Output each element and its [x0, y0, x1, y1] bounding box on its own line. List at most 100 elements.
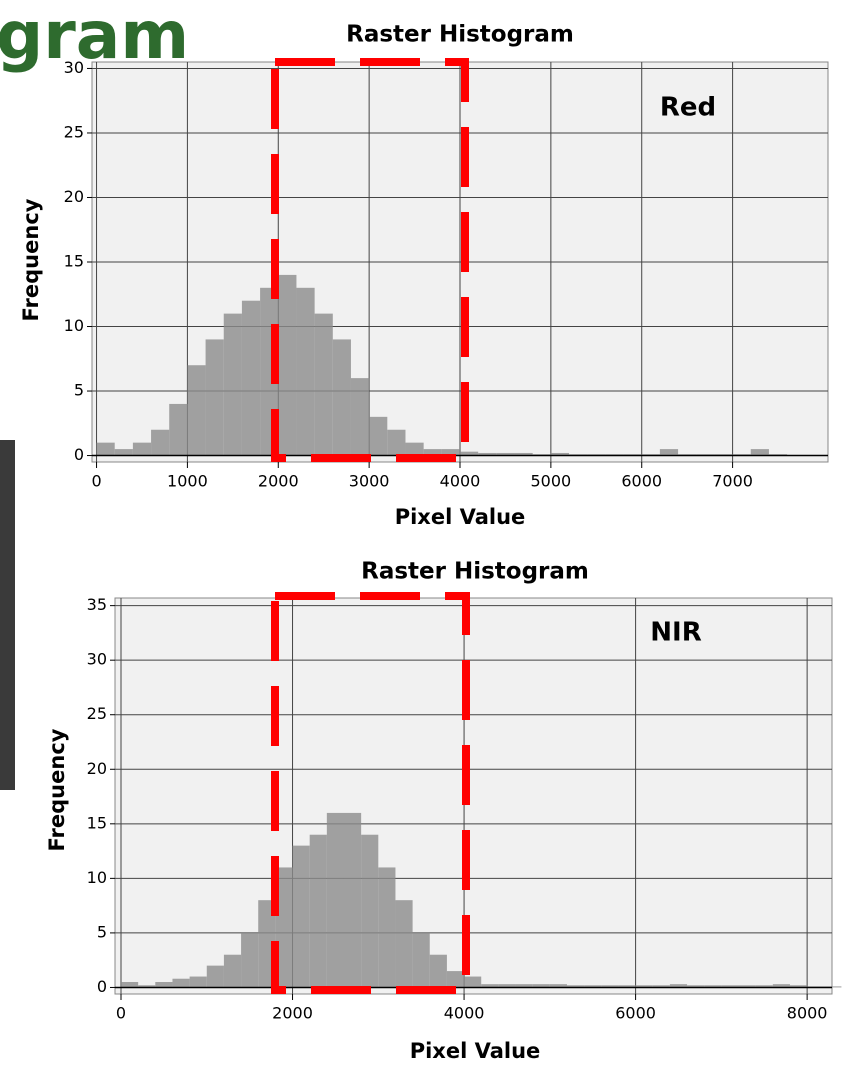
- histogram-bar: [332, 339, 351, 456]
- histogram-bar: [532, 984, 550, 988]
- chart-title: Raster Histogram: [346, 22, 574, 48]
- y-tick-label: 5: [97, 922, 107, 941]
- histogram-bar: [772, 984, 790, 988]
- histogram-bar: [515, 984, 533, 988]
- histogram-bar: [429, 954, 447, 988]
- histogram-bar: [121, 982, 139, 988]
- y-tick-label: 25: [87, 704, 107, 723]
- histogram-bar: [704, 985, 722, 988]
- histogram-bar: [326, 812, 344, 988]
- y-axis-label: Frequency: [19, 198, 43, 321]
- histogram-bar: [206, 965, 224, 988]
- histogram-bar: [309, 834, 327, 988]
- y-tick-label: 20: [64, 187, 84, 206]
- histogram-bar: [151, 429, 170, 456]
- x-tick-label: 6000: [621, 472, 662, 491]
- histogram-bar: [669, 984, 688, 988]
- histogram-bar: [566, 985, 585, 988]
- histogram-bar: [361, 834, 379, 988]
- histogram-bar: [755, 985, 773, 988]
- histogram-bar: [241, 300, 261, 456]
- plot-area: [114, 597, 833, 995]
- histogram-bar: [189, 976, 207, 988]
- band-label: Red: [660, 93, 716, 123]
- histogram-bar: [96, 442, 115, 456]
- side-image: [0, 440, 15, 790]
- histogram-bar: [155, 982, 173, 988]
- x-tick-label: 4000: [444, 1004, 485, 1023]
- histogram-bar: [721, 985, 739, 988]
- histogram-bar: [789, 985, 808, 988]
- x-tick-label: 0: [91, 472, 101, 491]
- histogram-bar: [241, 932, 259, 988]
- band-label: NIR: [650, 618, 701, 648]
- histogram-bar: [278, 274, 297, 456]
- y-tick-label: 5: [74, 381, 84, 400]
- histogram-bar: [275, 867, 293, 988]
- x-tick-label: 4000: [440, 472, 481, 491]
- x-axis-label: Pixel Value: [395, 505, 526, 529]
- y-axis-label: Frequency: [45, 728, 69, 851]
- y-tick-label: 10: [64, 316, 84, 335]
- y-tick-label: 0: [74, 445, 84, 464]
- histogram-bar: [441, 449, 460, 456]
- histogram-bar: [423, 449, 442, 456]
- x-tick-label: 1000: [167, 472, 208, 491]
- histogram-bar: [652, 985, 670, 988]
- x-tick-label: 3000: [349, 472, 390, 491]
- y-tick-label: 35: [87, 595, 107, 614]
- histogram-bar: [750, 449, 769, 456]
- histogram-bar: [138, 985, 156, 988]
- histogram-bar: [618, 985, 636, 988]
- histogram-bar: [132, 442, 152, 456]
- histogram-bar: [514, 452, 533, 456]
- histogram-bar: [584, 985, 602, 988]
- histogram-bar: [659, 449, 679, 456]
- histogram-bar: [223, 954, 242, 988]
- y-tick-label: 15: [64, 252, 84, 271]
- histogram-bar: [460, 451, 479, 456]
- histogram-bar: [187, 365, 206, 456]
- histogram-bar: [296, 287, 315, 456]
- histogram-bar: [369, 416, 388, 456]
- y-tick-label: 25: [64, 122, 84, 141]
- histogram-bar: [172, 978, 190, 988]
- histogram-bar: [350, 378, 370, 456]
- x-tick-label: 2000: [258, 472, 299, 491]
- histogram-bar: [550, 452, 570, 456]
- x-tick-label: 7000: [712, 472, 753, 491]
- histogram-bar: [292, 845, 310, 988]
- histogram-bar: [481, 984, 499, 988]
- y-tick-label: 20: [87, 759, 107, 778]
- histogram-bar: [738, 985, 756, 988]
- histogram-bar: [378, 867, 396, 988]
- x-tick-label: 6000: [615, 1004, 656, 1023]
- x-axis-label: Pixel Value: [410, 1039, 541, 1063]
- chart-title: Raster Histogram: [361, 559, 589, 585]
- x-tick-label: 5000: [531, 472, 572, 491]
- histogram-bar: [169, 403, 188, 456]
- histogram-bar: [205, 339, 224, 456]
- histogram-bar: [478, 452, 497, 456]
- histogram-bar: [446, 971, 465, 988]
- histogram-bar: [687, 985, 705, 988]
- histogram-bar: [549, 984, 567, 988]
- y-tick-label: 30: [87, 650, 107, 669]
- histogram-bar: [635, 985, 653, 988]
- histogram-bar: [314, 313, 333, 456]
- histogram-bar: [464, 976, 482, 988]
- y-tick-label: 15: [87, 813, 107, 832]
- histogram-bar: [405, 442, 424, 456]
- x-tick-label: 0: [116, 1004, 126, 1023]
- x-tick-label: 8000: [787, 1004, 828, 1023]
- x-tick-label: 2000: [272, 1004, 313, 1023]
- histogram-bar: [114, 449, 133, 456]
- histogram-bar: [343, 812, 362, 988]
- histogram-bar: [496, 452, 515, 456]
- histogram-bar: [223, 313, 242, 456]
- histogram-bar: [601, 985, 619, 988]
- y-tick-label: 30: [64, 58, 84, 77]
- highlight-box: [271, 592, 470, 994]
